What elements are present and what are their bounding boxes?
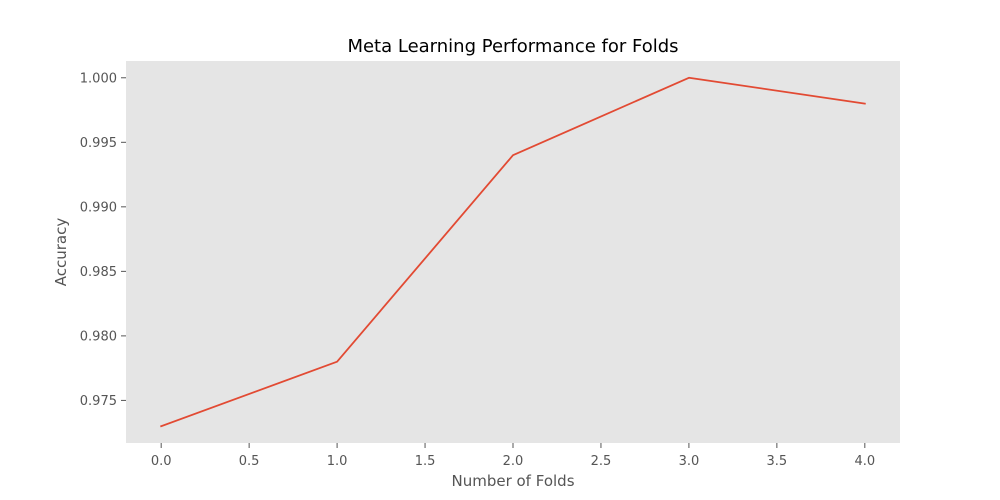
series-layer — [160, 76, 866, 428]
x-tick-label: 2.5 — [591, 454, 612, 469]
y-tick-label: 0.985 — [80, 265, 117, 280]
x-tick-label: 3.0 — [679, 454, 700, 469]
y-tick-label: 1.000 — [80, 71, 117, 86]
y-tick-label: 0.980 — [80, 329, 117, 344]
x-tick-label: 0.5 — [239, 454, 260, 469]
x-tick-label: 0.0 — [151, 454, 172, 469]
x-tick-label: 3.5 — [767, 454, 788, 469]
y-tick-label: 0.975 — [80, 394, 117, 409]
x-axis-label: Number of Folds — [451, 472, 574, 490]
y-axis-label: Accuracy — [52, 218, 70, 287]
series-line — [160, 76, 866, 428]
chart-title: Meta Learning Performance for Folds — [347, 36, 678, 57]
x-axis-ticks: 0.0 0.5 1.0 1.5 2.0 2.5 3.0 3.5 4.0 — [151, 443, 875, 469]
y-axis-ticks: 0.975 0.980 0.985 0.990 0.995 1.000 — [80, 71, 126, 409]
x-tick-label: 4.0 — [854, 454, 875, 469]
x-tick-label: 1.0 — [327, 454, 348, 469]
y-tick-label: 0.995 — [80, 136, 117, 151]
x-tick-label: 1.5 — [415, 454, 436, 469]
x-tick-label: 2.0 — [503, 454, 524, 469]
plot-area — [126, 61, 900, 443]
y-tick-label: 0.990 — [80, 200, 117, 215]
